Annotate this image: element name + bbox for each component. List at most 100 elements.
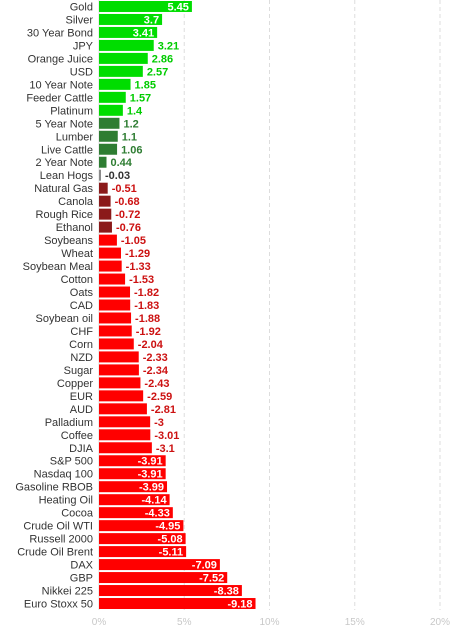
bar [99,1,192,12]
bar [99,52,148,64]
category-label: Soybean oil [36,313,94,325]
bar [99,546,187,558]
bar [99,208,112,220]
bar [99,39,154,51]
bar [99,572,228,584]
value-label: -1.53 [129,274,154,286]
bar [99,247,121,259]
category-label: Natural Gas [34,183,93,195]
value-label: 1.57 [130,92,151,104]
bar [99,273,126,285]
x-axis-tick-labels: 0% 5% 10% 15% 20% [92,617,450,628]
bar [99,286,131,298]
category-label: Ethanol [56,222,93,234]
x-tick-label: 0% [92,617,107,628]
bar [99,520,184,532]
category-label: Live Cattle [41,144,93,156]
value-label: 2.86 [152,53,173,65]
bar [99,117,120,129]
value-label: -2.81 [151,404,176,416]
category-label: USD [70,66,93,78]
value-label: -8.38 [214,586,239,598]
bar [99,312,132,324]
bar [99,377,141,389]
category-label: CAD [70,300,93,312]
category-label: Palladium [45,417,93,429]
bar [99,91,126,103]
x-tick-label: 10% [259,617,279,628]
bar [99,585,242,597]
value-label: -2.59 [147,391,172,403]
bar [99,182,108,194]
category-label: Canola [58,196,94,208]
bar [99,403,147,415]
value-label: -1.82 [134,287,159,299]
value-label: 1.1 [122,131,137,143]
value-label: -4.33 [145,508,170,520]
value-label: -4.95 [155,521,180,533]
value-label: -3 [154,417,164,429]
bar [99,429,151,441]
value-label: -9.18 [227,599,252,611]
category-label: Silver [65,14,93,26]
value-label: -1.92 [136,326,161,338]
value-label: 1.4 [127,105,143,117]
category-label: Rough Rice [36,209,93,221]
bar [99,442,152,454]
value-label: -1.88 [135,313,160,325]
bar [99,494,170,506]
category-label: DJIA [69,443,94,455]
x-tick-label: 5% [177,617,192,628]
bar [99,481,168,493]
bar [99,195,111,207]
bar [99,455,166,467]
category-label: Oats [70,287,94,299]
category-label: Wheat [61,248,93,260]
category-label: Soybean Meal [23,261,93,273]
category-label: Lumber [56,131,94,143]
category-label: Nikkei 225 [42,586,93,598]
value-label: 1.06 [121,144,142,156]
bar [99,598,256,609]
value-label: -0.51 [112,183,137,195]
value-label: -2.04 [138,339,164,351]
category-label: Corn [69,339,93,351]
category-label: 30 Year Bond [27,27,93,39]
value-label: -7.09 [192,560,217,572]
bar [99,364,139,376]
category-label: Euro Stoxx 50 [24,599,93,611]
category-label: GBP [70,573,93,585]
value-label: -1.05 [121,235,146,247]
value-label: -1.33 [126,261,151,273]
category-label: 10 Year Note [29,79,93,91]
bar [99,390,144,402]
bar [99,156,107,168]
category-label: Gold [70,1,93,13]
category-label: JPY [73,40,94,52]
value-label: 2.57 [147,66,168,78]
value-label: -3.99 [139,482,164,494]
category-label: Sugar [64,365,94,377]
bar [99,234,117,246]
bar [99,338,134,350]
category-label: Gasoline RBOB [15,482,93,494]
category-label: Cocoa [61,508,94,520]
value-label: 5.45 [168,1,189,13]
value-label: -0.68 [115,196,140,208]
bar [99,416,151,428]
category-label: Copper [57,378,93,390]
category-label: Nasdaq 100 [34,469,93,481]
bar [99,169,101,181]
category-label: CHF [70,326,93,338]
category-label: EUR [70,391,93,403]
x-tick-label: 15% [345,617,365,628]
x-tick-label: 20% [430,617,450,628]
value-label: -3.91 [138,456,163,468]
category-label: Crude Oil Brent [17,547,93,559]
category-label: Coffee [61,430,93,442]
category-label: Crude Oil WTI [23,521,93,533]
bar [99,143,118,155]
value-label: -5.08 [158,534,183,546]
bar [99,260,122,272]
value-label: -2.33 [143,352,168,364]
